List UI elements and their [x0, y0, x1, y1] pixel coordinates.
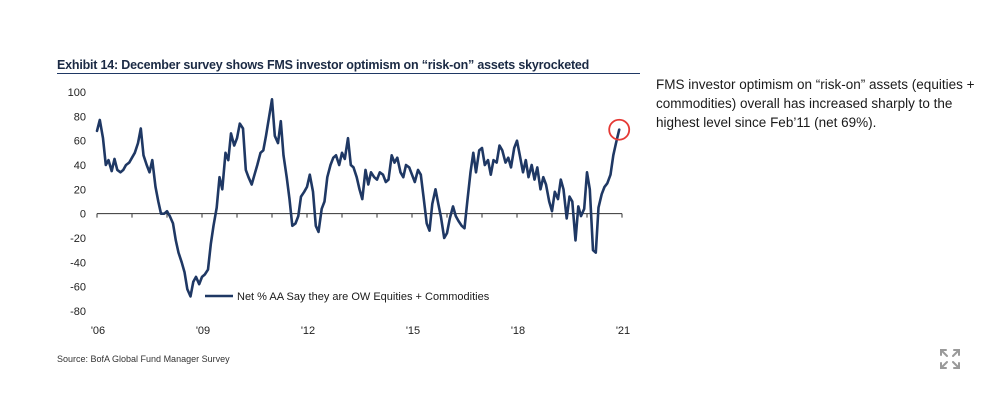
exhibit-title: Exhibit 14: December survey shows FMS in… [57, 58, 590, 72]
y-tick-label: -40 [70, 257, 86, 269]
x-tick-label: '15 [406, 325, 420, 337]
y-tick-label: 0 [80, 209, 86, 221]
y-axis-tick-labels: -80 -60 -40 -20 0 20 40 60 80 100 [68, 87, 86, 318]
highlight-circle [608, 118, 631, 141]
y-tick-label: -60 [70, 282, 86, 294]
expand-arrows-icon[interactable] [938, 347, 962, 371]
x-tick-label: '12 [301, 325, 315, 337]
y-tick-label: 100 [68, 87, 86, 99]
y-tick-label: -80 [70, 306, 86, 318]
y-tick-label: -20 [70, 233, 86, 245]
legend-label: Net % AA Say they are OW Equities + Comm… [237, 291, 490, 303]
title-divider [57, 73, 640, 74]
y-tick-label: 80 [74, 111, 86, 123]
x-tick-label: '21 [616, 325, 630, 337]
x-tick-label: '18 [511, 325, 525, 337]
series-group [95, 98, 631, 298]
y-tick-label: 40 [74, 160, 86, 172]
x-axis: '06 '09 '12 '15 '18 '21 [91, 213, 630, 337]
side-commentary: FMS investor optimism on “risk-on” asset… [656, 77, 975, 130]
series-line [95, 98, 621, 298]
x-tick-label: '09 [196, 325, 210, 337]
y-tick-label: 20 [74, 184, 86, 196]
legend: Net % AA Say they are OW Equities + Comm… [205, 291, 490, 303]
source-note: Source: BofA Global Fund Manager Survey [57, 354, 230, 364]
y-tick-label: 60 [74, 136, 86, 148]
x-tick-label: '06 [91, 325, 105, 337]
